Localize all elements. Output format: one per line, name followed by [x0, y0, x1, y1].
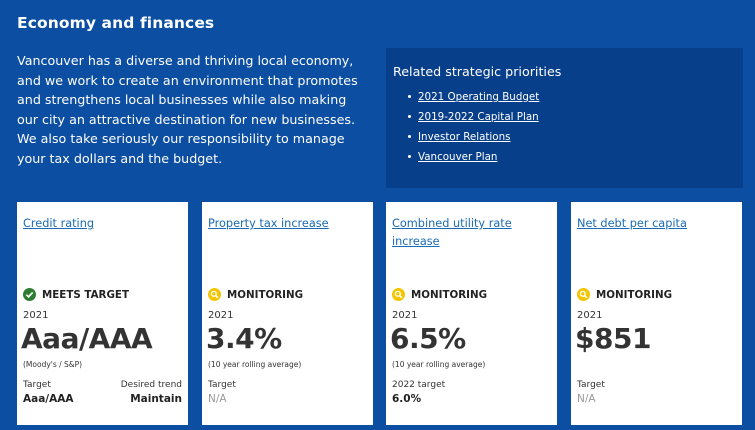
- priority-link-vancouver-plan[interactable]: Vancouver Plan: [418, 151, 498, 163]
- combined-utility-rate-link[interactable]: Combined utility rate increase: [392, 217, 512, 248]
- metric-note: (10 year rolling average): [208, 360, 302, 369]
- monitoring-icon: [208, 288, 221, 301]
- bullet-icon: [408, 155, 411, 158]
- metric-card-credit-rating: Credit rating MEETS TARGET 2021 Aaa/AAA …: [17, 202, 188, 425]
- metric-note: (Moody's / S&P): [23, 360, 83, 369]
- section-intro: Vancouver has a diverse and thriving loc…: [17, 53, 358, 166]
- priority-link-investor-relations[interactable]: Investor Relations: [418, 131, 511, 143]
- metric-year: 2021: [23, 310, 49, 321]
- status-label: MONITORING: [411, 288, 488, 301]
- desired-trend-value: Maintain: [130, 393, 182, 405]
- desired-trend-label: Desired trend: [120, 380, 182, 390]
- target-label: Target: [208, 380, 236, 390]
- priority-item: Vancouver Plan: [408, 150, 539, 170]
- bullet-icon: [408, 95, 411, 98]
- section-title: Economy and finances: [17, 14, 215, 32]
- credit-rating-link[interactable]: Credit rating: [23, 217, 95, 230]
- metric-year: 2021: [208, 310, 234, 321]
- status-badge: MONITORING: [208, 288, 303, 301]
- monitoring-icon: [392, 288, 405, 301]
- target-value: 6.0%: [392, 393, 422, 405]
- target-label: 2022 target: [392, 380, 446, 390]
- metric-year: 2021: [392, 310, 418, 321]
- metric-value: Aaa/AAA: [21, 322, 153, 355]
- status-label: MONITORING: [227, 288, 304, 301]
- check-circle-icon: [23, 288, 36, 301]
- net-debt-per-capita-link[interactable]: Net debt per capita: [577, 217, 687, 230]
- related-priorities-heading: Related strategic priorities: [393, 64, 562, 79]
- priority-item: 2021 Operating Budget: [408, 90, 540, 110]
- status-label: MONITORING: [596, 288, 673, 301]
- target-value: N/A: [577, 393, 596, 405]
- priority-item: 2019-2022 Capital Plan: [408, 110, 539, 130]
- metric-card-property-tax: Property tax increase MONITORING 2021 3.…: [202, 202, 373, 425]
- status-badge: MONITORING: [577, 288, 672, 301]
- property-tax-increase-link[interactable]: Property tax increase: [208, 217, 329, 230]
- metric-card-utility-rate: Combined utility rate increase MONITORIN…: [386, 202, 557, 425]
- metric-value: 6.5%: [390, 322, 466, 355]
- target-label: Target: [23, 380, 51, 390]
- monitoring-icon: [577, 288, 590, 301]
- metric-value: 3.4%: [206, 322, 282, 355]
- priority-link-operating-budget[interactable]: 2021 Operating Budget: [418, 91, 540, 103]
- related-priorities-panel: Related strategic priorities 2021 Operat…: [386, 48, 743, 188]
- related-priorities-list: 2021 Operating Budget 2019-2022 Capital …: [408, 90, 540, 170]
- status-badge: MEETS TARGET: [23, 288, 129, 301]
- target-value: Aaa/AAA: [23, 393, 74, 405]
- metric-card-net-debt: Net debt per capita MONITORING 2021 $851…: [571, 202, 742, 425]
- metric-year: 2021: [577, 310, 603, 321]
- bullet-icon: [408, 115, 411, 118]
- status-label: MEETS TARGET: [42, 288, 129, 301]
- bullet-icon: [408, 135, 411, 138]
- priority-link-capital-plan[interactable]: 2019-2022 Capital Plan: [418, 111, 539, 123]
- metric-note: (10 year rolling average): [392, 360, 486, 369]
- status-badge: MONITORING: [392, 288, 487, 301]
- priority-item: Investor Relations: [408, 130, 539, 150]
- metric-value: $851: [575, 322, 651, 355]
- target-label: Target: [577, 380, 605, 390]
- target-value: N/A: [208, 393, 227, 405]
